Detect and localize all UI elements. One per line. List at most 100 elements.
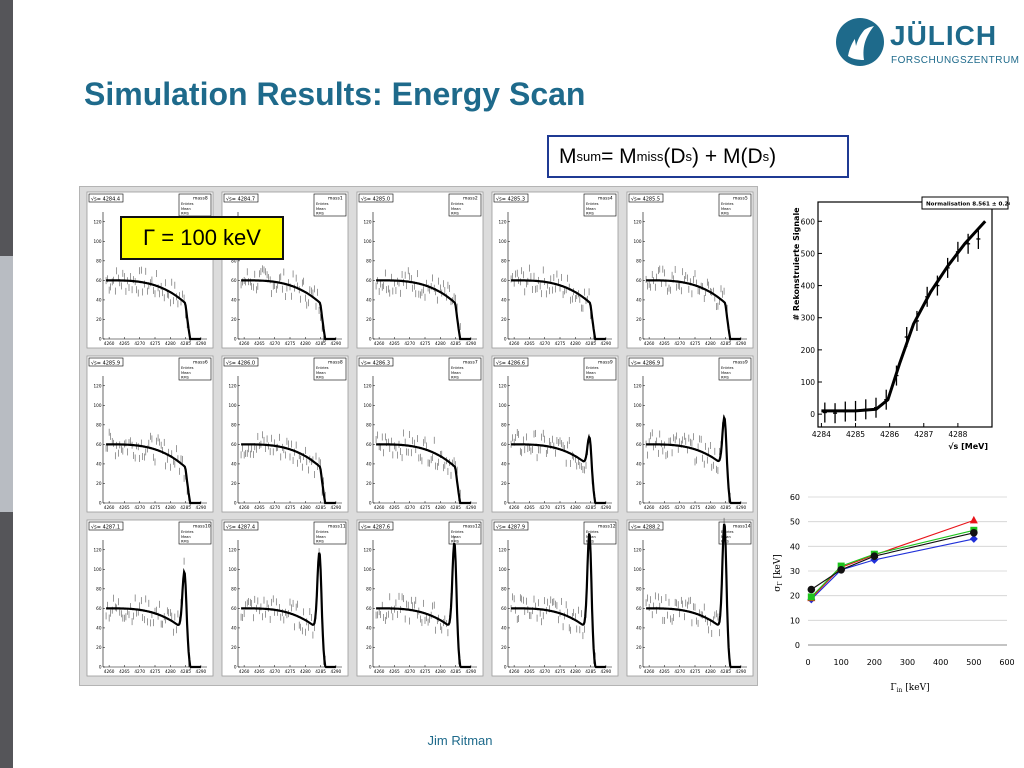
sigma-y-tick-label: 60 — [790, 493, 800, 502]
histogram-x-tick-label: 4290 — [601, 341, 612, 346]
histogram-y-tick-label: 20 — [366, 317, 372, 322]
histogram-y-tick-label: 40 — [501, 297, 507, 302]
histogram-x-tick-label: 4260 — [104, 505, 115, 510]
histogram-stats-title: mass5 — [733, 196, 748, 202]
histogram-y-tick-label: 120 — [94, 383, 102, 388]
histogram-stats-label: RMS — [721, 212, 730, 216]
histogram-y-tick-label: 60 — [366, 606, 372, 611]
histogram-y-tick-label: 80 — [96, 422, 102, 427]
histogram-x-tick-label: 4260 — [509, 505, 520, 510]
histogram-x-tick-label: 4280 — [435, 341, 446, 346]
sigma-series-line — [810, 519, 974, 599]
histogram-stats-label: RMS — [451, 376, 460, 380]
histogram-stats-title: mass1 — [328, 196, 343, 202]
histogram-frame — [356, 191, 484, 349]
histogram-frame — [221, 355, 349, 513]
histogram-x-tick-label: 4290 — [196, 341, 207, 346]
histogram-y-tick-label: 100 — [364, 403, 372, 408]
histogram-y-tick-label: 60 — [366, 442, 372, 447]
fit-x-tick-label: 4288 — [948, 430, 967, 439]
sigma-y-tick-label: 40 — [790, 542, 800, 551]
histogram-x-tick-label: 4290 — [466, 505, 477, 510]
histogram-title-box — [223, 193, 259, 203]
histogram-y-tick-label: 60 — [96, 606, 102, 611]
histogram-x-tick-label: 4275 — [285, 505, 296, 510]
histogram-title-box — [88, 357, 124, 367]
histogram-stats-title: mass11 — [328, 524, 346, 530]
histogram-y-tick-label: 100 — [94, 567, 102, 572]
histogram-x-tick-label: 4260 — [104, 341, 115, 346]
sigma-y-axis-label-unit: [keV] — [773, 554, 783, 581]
histogram-x-tick-label: 4280 — [300, 669, 311, 674]
histogram-y-tick-label: 100 — [364, 239, 372, 244]
histogram-y-tick-label: 100 — [229, 403, 237, 408]
histogram-stats-box — [583, 357, 617, 381]
histogram-stats-title: mass9 — [733, 360, 748, 366]
histogram-y-tick-label: 80 — [636, 586, 642, 591]
histogram-x-tick-label: 4270 — [674, 505, 685, 510]
histogram-y-tick-label: 80 — [366, 258, 372, 263]
histogram-y-tick-label: 80 — [501, 422, 507, 427]
histogram-fit-curve — [646, 523, 741, 669]
histogram-y-tick-label: 80 — [96, 586, 102, 591]
histogram-y-tick-label: 60 — [231, 442, 237, 447]
histogram-stats-label: Mean — [451, 371, 461, 375]
histogram-x-tick-label: 4270 — [674, 341, 685, 346]
histogram-y-tick-label: 20 — [96, 481, 102, 486]
histogram-x-tick-label: 4260 — [239, 669, 250, 674]
histogram-y-tick-label: 0 — [504, 337, 507, 342]
histogram-x-tick-label: 4260 — [374, 669, 385, 674]
histogram-stats-box — [718, 521, 752, 545]
histogram-y-tick-label: 40 — [96, 625, 102, 630]
sigma-point-diamond — [969, 534, 978, 543]
histogram-y-tick-label: 80 — [636, 422, 642, 427]
histogram-x-tick-label: 4290 — [331, 341, 342, 346]
histogram-x-tick-label: 4290 — [466, 669, 477, 674]
histogram-y-tick-label: 20 — [231, 317, 237, 322]
histogram-x-tick-label: 4265 — [659, 669, 670, 674]
histogram-y-tick-label: 40 — [366, 461, 372, 466]
sigma-series-line — [810, 529, 974, 598]
histogram-title-box — [628, 193, 664, 203]
histogram-y-tick-label: 20 — [636, 317, 642, 322]
sigma-point-circle — [870, 552, 879, 560]
histogram-x-tick-label: 4265 — [389, 505, 400, 510]
histogram-y-tick-label: 0 — [504, 665, 507, 670]
histogram-y-tick-label: 120 — [634, 547, 642, 552]
histogram-x-tick-label: 4290 — [466, 341, 477, 346]
histogram-y-tick-label: 120 — [499, 383, 507, 388]
histogram-y-tick-label: 60 — [96, 442, 102, 447]
histogram-stats-label: Entries — [721, 530, 734, 534]
histogram-stats-label: Entries — [316, 530, 329, 534]
histogram-y-tick-label: 20 — [366, 645, 372, 650]
histogram-fit-curve — [376, 542, 471, 669]
histogram-title: √s= 4287.4 — [226, 525, 255, 531]
histogram-panel: √s= 4284.7mass1EntriesMeanRMS02040608010… — [221, 191, 349, 349]
histogram-frame — [86, 519, 214, 677]
logo-subtitle: FORSCHUNGSZENTRUM — [891, 55, 1020, 66]
histogram-x-tick-label: 4280 — [570, 505, 581, 510]
histogram-stats-title: mass14 — [733, 524, 751, 530]
histogram-x-tick-label: 4260 — [509, 669, 520, 674]
fit-y-tick-label: 300 — [801, 314, 816, 323]
histogram-y-tick-label: 100 — [499, 403, 507, 408]
histogram-x-tick-label: 4285 — [180, 505, 191, 510]
fit-y-axis-label: # Rekonstruierte Signale — [792, 207, 801, 321]
histogram-x-tick-label: 4265 — [389, 341, 400, 346]
histogram-y-tick-label: 100 — [499, 239, 507, 244]
histogram-stats-label: Entries — [721, 366, 734, 370]
fit-y-tick-label: 100 — [801, 378, 816, 387]
histogram-title-box — [358, 357, 394, 367]
histogram-title: √s= 4286.6 — [496, 361, 525, 367]
histogram-x-tick-label: 4285 — [585, 341, 596, 346]
histogram-title: √s= 4285.0 — [361, 197, 390, 203]
histogram-x-tick-label: 4275 — [150, 669, 161, 674]
histogram-fit-curve — [106, 443, 201, 505]
histogram-frame — [626, 355, 754, 513]
histogram-stats-label: RMS — [316, 376, 325, 380]
histogram-fit-curve — [511, 533, 606, 669]
